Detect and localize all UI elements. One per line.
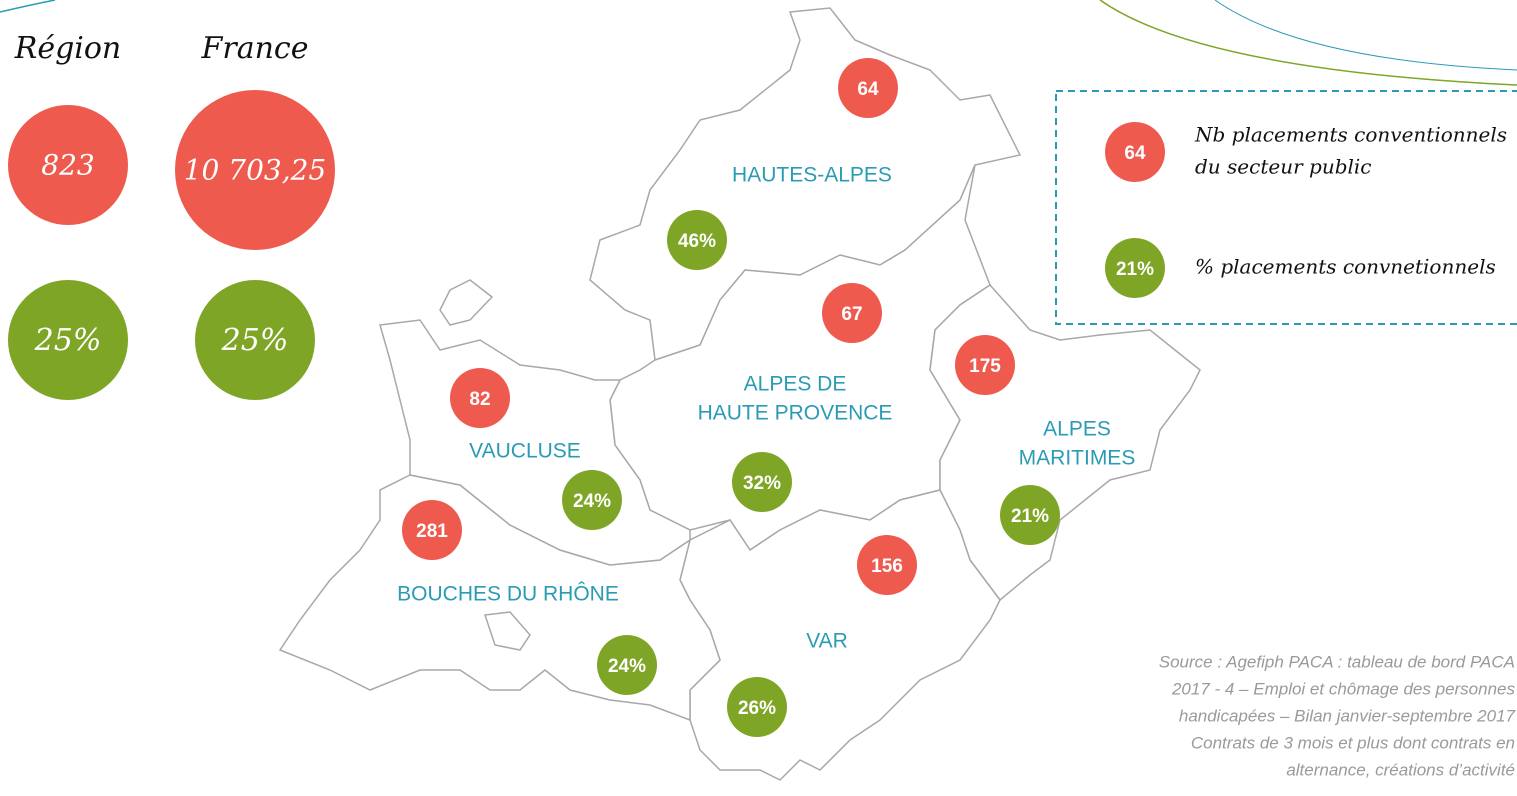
bubble-value: 823 [41, 149, 94, 182]
map [278, 7, 1201, 781]
bubble [838, 58, 898, 118]
summary-title: Région [14, 31, 122, 66]
department-name: ALPES [1043, 418, 1111, 441]
bubble [402, 500, 462, 560]
bubble [732, 452, 792, 512]
department-name: HAUTES-ALPES [732, 164, 892, 187]
bubble [597, 635, 657, 695]
bubble [727, 677, 787, 737]
bubble-value: 24% [573, 491, 611, 512]
bubble-value: 67 [841, 304, 862, 325]
bubble-value: 281 [416, 521, 448, 542]
bubble-value: 156 [871, 556, 903, 577]
decor-curve [1214, 0, 1517, 71]
bubble [8, 280, 128, 400]
department-name: HAUTE PROVENCE [698, 402, 893, 425]
bubble-value: 10 703,25 [184, 154, 327, 187]
legend-text: % placements convnetionnels [1195, 255, 1496, 279]
legend-text: du secteur public [1195, 155, 1372, 179]
legend-box [1055, 90, 1517, 325]
department-name: VAUCLUSE [469, 440, 581, 463]
region-alpes-maritimes [929, 284, 1201, 602]
bubble-value: 64 [1124, 143, 1146, 164]
department-name: BOUCHES DU RHÔNE [397, 583, 619, 606]
bubble-value: 21% [1011, 506, 1049, 527]
lake [483, 611, 531, 651]
bubble [1000, 485, 1060, 545]
bubble [1105, 238, 1165, 298]
source-line: handicapées – Bilan janvier-septembre 20… [1179, 706, 1516, 725]
bubble-value: 21% [1116, 259, 1154, 280]
bubble [955, 335, 1015, 395]
bubble-value: 64 [857, 79, 879, 100]
bubble [562, 470, 622, 530]
department-name: MARITIMES [1019, 447, 1136, 470]
decor-curve [0, 0, 56, 13]
bubble-value: 26% [738, 698, 776, 719]
legend-text: Nb placements conventionnels [1194, 123, 1507, 147]
bubble-value: 24% [608, 656, 646, 677]
source-line: Source : Agefiph PACA : tableau de bord … [1159, 652, 1515, 671]
bubble-value: 46% [678, 231, 716, 252]
bubble [450, 368, 510, 428]
department-name: ALPES DE [744, 373, 847, 396]
bubble [1105, 122, 1165, 182]
enclave [439, 279, 494, 326]
bubble-value: 175 [969, 356, 1001, 377]
source-line: alternance, créations d’activité [1286, 760, 1515, 779]
bubble-value: 25% [34, 323, 102, 358]
source-line: Contrats de 3 mois et plus dont contrats… [1191, 733, 1515, 752]
content: Région 823 25% France 10 703,25 25% HAUTES-ALP… [8, 31, 1516, 779]
bubble [857, 535, 917, 595]
bubble [667, 210, 727, 270]
bubble-value: 25% [221, 323, 289, 358]
bubble [822, 283, 882, 343]
bubble [195, 280, 315, 400]
bubble-value: 82 [469, 389, 490, 410]
bubble [175, 90, 335, 250]
bubble [8, 105, 128, 225]
summary-title: France [201, 31, 309, 66]
source-line: 2017 - 4 – Emploi et chômage des personn… [1171, 679, 1516, 698]
bubble-value: 32% [743, 473, 781, 494]
decor-curve [1099, 0, 1517, 86]
department-name: VAR [806, 630, 848, 653]
